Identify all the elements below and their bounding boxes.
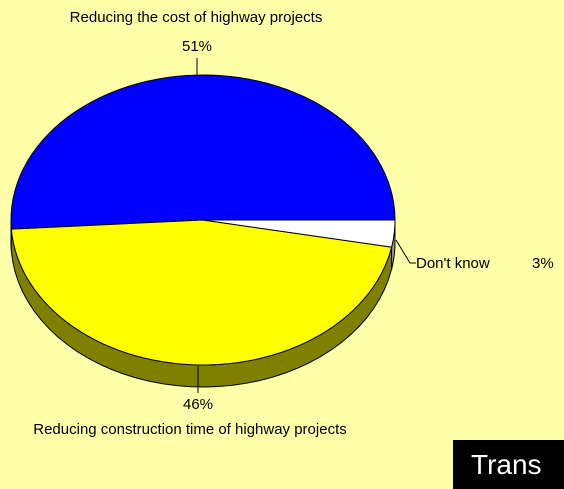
category-label: Don't know [416, 255, 490, 272]
slice [10, 219, 393, 366]
value-label: 3% [532, 255, 554, 272]
leader-line [395, 239, 416, 264]
category-label: Reducing the cost of highway projects [70, 9, 323, 26]
slice [10, 74, 396, 230]
slice [202, 219, 396, 248]
category-label: Reducing construction time of highway pr… [33, 421, 347, 438]
value-label: 51% [182, 38, 212, 55]
badge: Trans [453, 440, 564, 489]
value-label: 46% [183, 396, 213, 413]
